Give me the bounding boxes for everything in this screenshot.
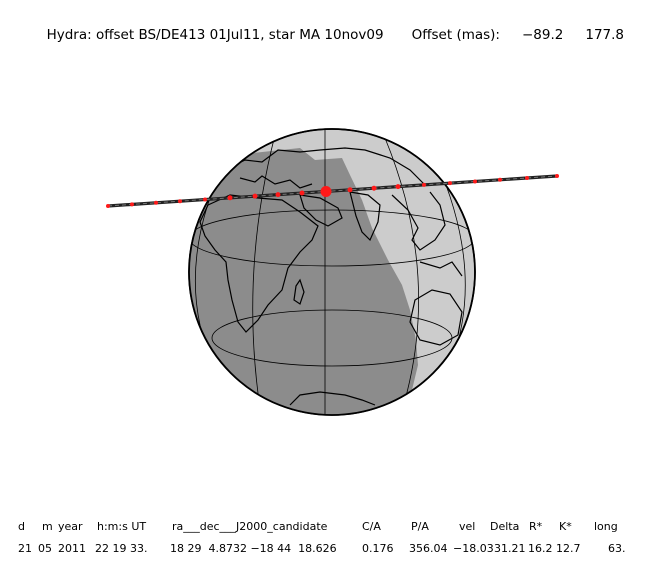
header-delta: Delta: [490, 520, 520, 533]
value-vel: −18.03: [453, 542, 494, 555]
shadow-track: [107, 174, 558, 208]
value-kstar: 12.7: [556, 542, 581, 555]
offset-ra-value: −89.2: [521, 27, 564, 43]
value-time: 22 19 33.: [95, 542, 148, 555]
track-points: [106, 174, 559, 208]
header-year: year: [58, 520, 83, 533]
plot-title: Hydra: offset BS/DE413 01Jul11, star MA …: [38, 11, 624, 43]
header-rstar: R*: [529, 520, 543, 533]
header-coordinates: ra___dec___J2000_candidate: [172, 520, 328, 533]
value-rstar: 16.2: [528, 542, 553, 555]
value-ca: 0.176: [362, 542, 394, 555]
value-delta: 31.21: [494, 542, 526, 555]
header-long: long: [594, 520, 618, 533]
value-day: 21: [18, 542, 32, 555]
header-day: d: [18, 520, 25, 533]
offset-label: Offset (mas):: [411, 27, 500, 43]
header-pa: P/A: [411, 520, 429, 533]
header-kstar: K*: [559, 520, 572, 533]
header-month: m: [42, 520, 53, 533]
closest-approach-point: [320, 186, 332, 197]
value-month: 05: [38, 542, 52, 555]
header-ca: C/A: [362, 520, 381, 533]
header-time: h:m:s UT: [97, 520, 147, 533]
value-pa: 356.04: [409, 542, 448, 555]
value-year: 2011: [58, 542, 86, 555]
globe-map: [106, 128, 559, 416]
value-coordinates: 18 29 4.8732 −18 44 18.626: [170, 542, 337, 555]
offset-dec-value: 177.8: [585, 27, 625, 43]
title-text: Hydra: offset BS/DE413 01Jul11, star MA …: [46, 27, 384, 43]
event-table: d m year h:m:s UT ra___dec___J2000_candi…: [0, 510, 645, 570]
continent-outlines: [199, 147, 463, 406]
header-vel: vel: [459, 520, 476, 533]
value-long: 63.: [608, 542, 626, 555]
